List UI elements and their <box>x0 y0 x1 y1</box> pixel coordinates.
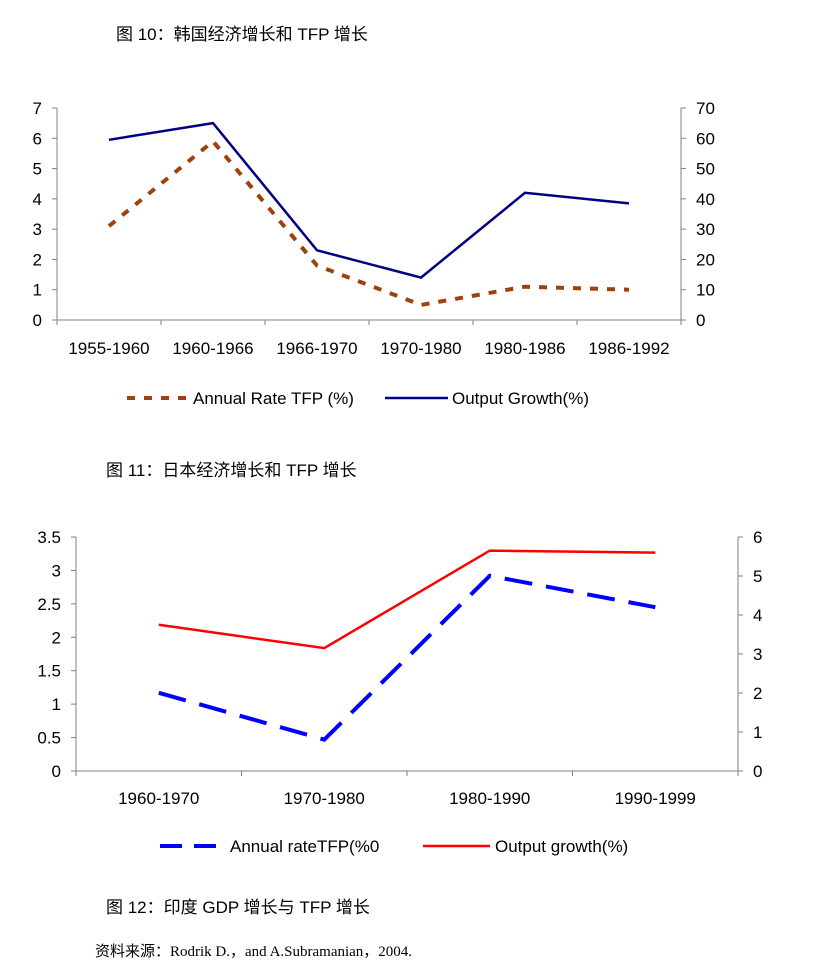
y-tick-label-left: 2.5 <box>37 595 61 614</box>
x-tick-label: 1980-1986 <box>484 339 565 358</box>
figure-11-caption: 图 11：日本经济增长和 TFP 增长 <box>106 461 357 480</box>
y-tick-label-left: 2 <box>33 250 42 269</box>
legend-label-1: Annual rateTFP(%0 <box>230 837 379 856</box>
series-line-1 <box>107 138 630 307</box>
y-tick-label-left: 1 <box>33 281 42 300</box>
y-tick-label-left: 5 <box>33 160 42 179</box>
legend-label-1: Annual Rate TFP (%) <box>193 389 354 408</box>
y-tick-label-left: 1 <box>52 695 61 714</box>
y-tick-label-left: 4 <box>33 190 42 209</box>
y-tick-label-left: 3.5 <box>37 528 61 547</box>
y-tick-label-left: 7 <box>33 99 42 118</box>
y-tick-label-right: 0 <box>696 311 705 330</box>
x-tick-label: 1955-1960 <box>68 339 149 358</box>
source-note: 资料来源：Rodrik D.，and A.Subramanian，2004. <box>95 944 413 960</box>
x-tick-label: 1970-1980 <box>380 339 461 358</box>
series-line-1 <box>158 573 656 742</box>
series-line-2 <box>108 121 630 279</box>
y-tick-label-left: 0.5 <box>37 729 61 748</box>
y-tick-label-right: 2 <box>753 684 762 703</box>
figure-12-caption: 图 12：印度 GDP 增长与 TFP 增长 <box>106 898 370 917</box>
x-tick-label: 1986-1992 <box>588 339 669 358</box>
y-tick-label-right: 5 <box>753 567 762 586</box>
y-tick-label-left: 3 <box>52 561 61 580</box>
x-tick-label: 1980-1990 <box>449 789 530 808</box>
legend-label-2: Output Growth(%) <box>452 389 589 408</box>
x-tick-label: 1970-1980 <box>284 789 365 808</box>
y-tick-label-right: 10 <box>696 281 715 300</box>
x-tick-label: 1960-1970 <box>118 789 199 808</box>
y-tick-label-left: 3 <box>33 220 42 239</box>
y-tick-label-right: 30 <box>696 220 715 239</box>
x-tick-label: 1966-1970 <box>276 339 357 358</box>
series-line-2 <box>158 549 656 650</box>
y-tick-label-right: 0 <box>753 762 762 781</box>
y-tick-label-right: 60 <box>696 129 715 148</box>
x-tick-label: 1990-1999 <box>615 789 696 808</box>
legend-label-2: Output growth(%) <box>495 837 628 856</box>
y-tick-label-right: 40 <box>696 190 715 209</box>
y-tick-label-right: 6 <box>753 528 762 547</box>
y-tick-label-left: 0 <box>52 762 61 781</box>
y-tick-label-left: 2 <box>52 628 61 647</box>
japan-tfp-output-chart: 0 0.5 1 1.5 2 2.5 3 3.5 0 1 2 3 4 5 6 1960-1970 1970-198… <box>37 528 762 856</box>
y-tick-label-right: 3 <box>753 645 762 664</box>
y-tick-label-right: 70 <box>696 99 715 118</box>
y-tick-label-right: 1 <box>753 723 762 742</box>
figure-10-caption: 图 10：韩国经济增长和 TFP 增长 <box>116 25 368 44</box>
y-tick-label-right: 4 <box>753 606 762 625</box>
y-tick-label-left: 0 <box>33 311 42 330</box>
y-tick-label-right: 50 <box>696 160 715 179</box>
x-tick-label: 1960-1966 <box>172 339 253 358</box>
y-tick-label-right: 20 <box>696 250 715 269</box>
y-tick-label-left: 1.5 <box>37 662 61 681</box>
y-tick-label-left: 6 <box>33 129 42 148</box>
